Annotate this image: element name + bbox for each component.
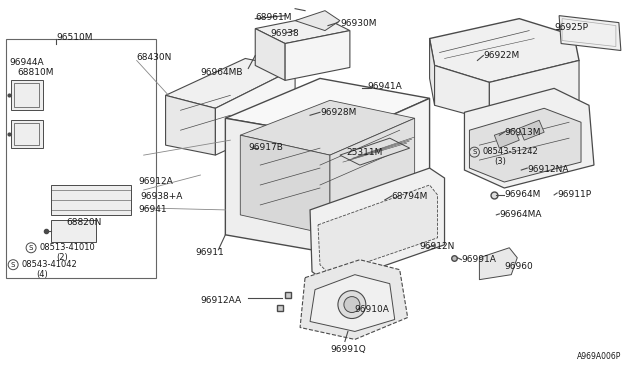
Text: 96913M: 96913M [504,128,541,137]
Polygon shape [469,108,581,182]
Text: 96938+A: 96938+A [141,192,183,201]
Polygon shape [255,29,285,80]
Polygon shape [494,128,519,148]
Polygon shape [340,138,410,165]
Text: 96991A: 96991A [461,255,497,264]
Polygon shape [519,120,544,140]
Polygon shape [216,68,295,155]
Text: 96912AA: 96912AA [200,296,241,305]
Text: 68810M: 68810M [17,68,54,77]
Text: 08513-41010: 08513-41010 [39,243,95,252]
Text: 96941: 96941 [139,205,167,214]
Polygon shape [559,16,621,51]
Text: 96910A: 96910A [355,305,390,314]
Text: 96944A: 96944A [9,58,44,67]
Polygon shape [310,168,445,285]
Text: 08543-51242: 08543-51242 [483,147,538,156]
Text: 08543-41042: 08543-41042 [21,260,77,269]
Text: S: S [29,245,33,251]
Text: 96911P: 96911P [557,190,591,199]
Text: 25311M: 25311M [346,148,382,157]
Text: 96510M: 96510M [56,33,93,42]
Text: 96964MB: 96964MB [200,68,243,77]
Polygon shape [166,95,216,155]
Text: 96941A: 96941A [368,82,403,92]
Text: (3): (3) [494,157,506,166]
Polygon shape [51,220,96,242]
Polygon shape [300,260,408,339]
Polygon shape [435,65,490,120]
Polygon shape [240,100,415,155]
Text: 68430N: 68430N [137,54,172,62]
Polygon shape [295,11,340,31]
Circle shape [344,296,360,312]
Text: 96925P: 96925P [554,23,588,32]
Polygon shape [225,78,429,138]
Text: 96917B: 96917B [248,143,283,152]
Text: 96912A: 96912A [139,177,173,186]
Polygon shape [225,118,340,255]
Text: 96928M: 96928M [320,108,356,117]
Text: 68794M: 68794M [392,192,428,201]
Text: S: S [472,149,477,155]
Polygon shape [465,89,594,188]
Polygon shape [490,61,579,120]
Polygon shape [318,185,438,275]
Polygon shape [166,58,295,108]
Polygon shape [429,19,579,82]
Text: (4): (4) [36,270,48,279]
Text: S: S [11,262,15,268]
Text: A969A006P: A969A006P [577,352,621,361]
Text: (2): (2) [56,253,68,262]
Polygon shape [285,31,350,80]
Text: 96964M: 96964M [504,190,541,199]
Polygon shape [340,98,429,255]
Polygon shape [51,185,131,215]
Polygon shape [11,80,43,110]
Text: 68820N: 68820N [66,218,101,227]
Polygon shape [310,275,395,331]
Polygon shape [255,16,350,44]
Text: 96991Q: 96991Q [330,346,365,355]
Text: 96912N: 96912N [420,242,455,251]
Polygon shape [11,120,43,148]
Polygon shape [429,39,435,105]
Text: 96922M: 96922M [483,51,520,60]
Text: 96930M: 96930M [340,19,376,28]
Text: 96938: 96938 [270,29,299,38]
Text: 96912NA: 96912NA [527,165,569,174]
Text: 68961M: 68961M [255,13,292,22]
Polygon shape [240,135,330,235]
Text: 96911: 96911 [195,248,224,257]
Text: 96964MA: 96964MA [499,210,542,219]
Polygon shape [479,248,517,280]
Text: 96960: 96960 [504,262,533,271]
Circle shape [338,291,366,318]
Polygon shape [330,118,415,235]
